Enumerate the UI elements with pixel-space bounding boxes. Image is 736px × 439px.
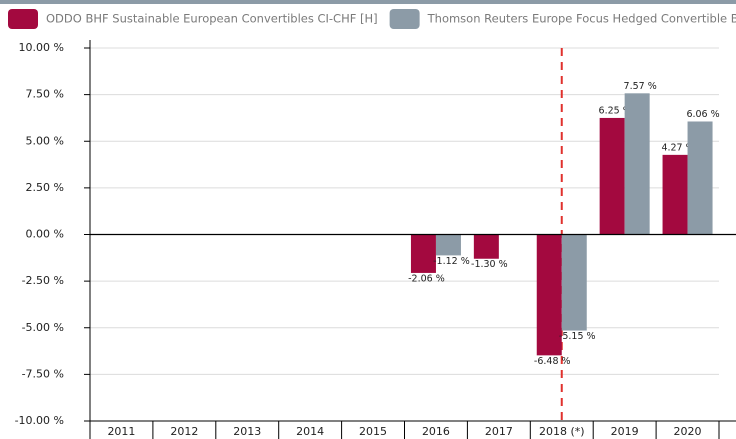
y-tick-label: 5.00 % — [26, 134, 64, 147]
x-tick-label: 2011 — [107, 425, 135, 438]
value-label: -6.48 % — [534, 356, 571, 367]
value-label: -1.12 % — [433, 256, 470, 267]
x-tick-label: 2020 — [674, 425, 702, 438]
bar — [624, 93, 650, 235]
y-tick-label: -10.00 % — [15, 414, 64, 427]
y-tick-label: -7.50 % — [22, 367, 64, 380]
value-label: -5.15 % — [559, 331, 596, 342]
bar — [536, 234, 562, 356]
bar — [599, 117, 625, 235]
value-label: 6.06 % — [686, 109, 719, 120]
x-tick-label: 2013 — [233, 425, 261, 438]
y-tick-label: 10.00 % — [19, 41, 64, 54]
y-tick-label: 7.50 % — [26, 88, 64, 101]
x-tick-label: 2012 — [170, 425, 198, 438]
x-tick-label: 2019 — [611, 425, 639, 438]
bar — [561, 234, 587, 331]
y-tick-label: -5.00 % — [22, 321, 64, 334]
x-tick-label: 2014 — [296, 425, 324, 438]
bar — [435, 234, 461, 256]
value-label: -2.06 % — [408, 273, 445, 284]
y-tick-label: -2.50 % — [22, 274, 64, 287]
value-label: -1.30 % — [471, 259, 508, 270]
value-label: 7.57 % — [624, 81, 657, 92]
legend-label: Thomson Reuters Europe Focus Hedged Conv… — [427, 12, 736, 26]
bar — [473, 234, 499, 259]
legend-swatch — [389, 9, 420, 29]
x-tick-label: 2016 — [422, 425, 450, 438]
legend-swatch — [8, 9, 38, 29]
x-tick-label: 2015 — [359, 425, 387, 438]
y-tick-label: 0.00 % — [26, 228, 64, 241]
legend-label: ODDO BHF Sustainable European Convertibl… — [46, 12, 378, 26]
x-tick-label: 2017 — [485, 425, 513, 438]
bar — [410, 234, 436, 273]
value-label: 4.27 % — [661, 142, 694, 153]
top-bar — [0, 0, 736, 4]
x-tick-label: 2018 (*) — [539, 425, 585, 438]
bar — [662, 154, 688, 235]
y-tick-label: 2.50 % — [26, 181, 64, 194]
value-label: 6.25 % — [599, 105, 632, 116]
bar — [687, 121, 713, 235]
